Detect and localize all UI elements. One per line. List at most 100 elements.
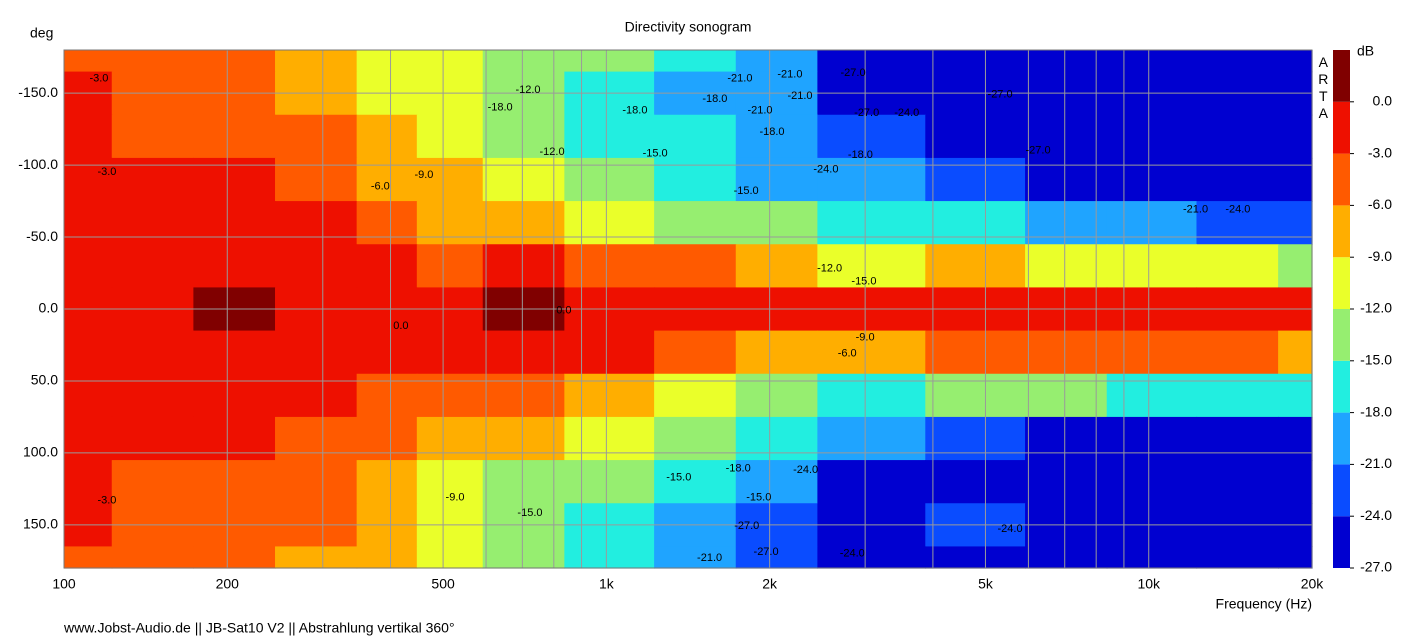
overlay: 100 200 500 1k 2k 5k 10k 20k -150.0 -100.0 -50.0 0.… <box>18 49 1392 592</box>
contour-label: -24.0 <box>813 163 838 175</box>
heatmap-cell <box>356 546 418 569</box>
heatmap-cell <box>64 50 113 73</box>
heatmap-cell <box>1278 546 1313 569</box>
contour-label: -18.0 <box>848 149 873 161</box>
heatmap-cell <box>1196 114 1279 159</box>
heatmap-cell <box>416 114 484 159</box>
heatmap-cell <box>1196 157 1279 202</box>
heatmap-cell <box>1196 330 1279 375</box>
plot-frame <box>63 49 1313 569</box>
colorbar-tick-label: -24.0 <box>1360 507 1392 523</box>
x-tick-label: 100 <box>52 576 76 592</box>
heatmap-cell <box>654 114 737 159</box>
contour-label: -15.0 <box>734 185 759 197</box>
heatmap-cell <box>111 201 194 245</box>
heatmap-cell <box>925 546 1026 569</box>
heatmap-cell <box>735 416 818 461</box>
contour-label: -24.0 <box>840 548 865 560</box>
heatmap-cell <box>817 201 926 245</box>
heatmap-cell <box>564 114 655 159</box>
heatmap-cell <box>193 546 276 569</box>
heatmap-cell <box>564 416 655 461</box>
x-tick-label: 200 <box>216 576 240 592</box>
heatmap-cell <box>1025 157 1108 202</box>
x-tick-label: 500 <box>431 576 455 592</box>
heatmap-cell <box>275 416 358 461</box>
heatmap-cell <box>1025 114 1108 159</box>
heatmap-cell <box>416 546 484 569</box>
contour-label: -27.0 <box>854 107 879 119</box>
heatmap-cell <box>1106 460 1198 504</box>
contour-label: -27.0 <box>754 546 779 558</box>
heatmap-cell <box>356 373 418 418</box>
heatmap-cell <box>64 416 113 461</box>
contour-label: -12.0 <box>515 84 540 96</box>
heatmap-cell <box>416 50 484 73</box>
heatmap-cell <box>111 114 194 159</box>
heatmap-cell <box>1278 373 1313 418</box>
contour-label: -21.0 <box>1183 204 1208 216</box>
heatmap-cell <box>735 460 818 504</box>
contour-label: -18.0 <box>488 101 513 113</box>
heatmap-cell <box>416 416 484 461</box>
heatmap-cell <box>1106 157 1198 202</box>
contour-label: -18.0 <box>702 93 727 105</box>
heatmap-cell <box>1196 244 1279 289</box>
heatmap-cell <box>111 50 194 73</box>
heatmap-cell <box>482 546 565 569</box>
heatmap-cell <box>925 114 1026 159</box>
colorbar-label: dB <box>1357 43 1374 59</box>
heatmap-cell <box>356 114 418 159</box>
heatmap-cell <box>482 201 565 245</box>
heatmap-cell <box>356 244 418 289</box>
heatmap-cell <box>817 460 926 504</box>
contour-label: -21.0 <box>697 552 722 564</box>
heatmap-cell <box>564 244 655 289</box>
heatmap-cell <box>735 546 818 569</box>
heatmap-cell <box>735 114 818 159</box>
heatmap-cell <box>564 460 655 504</box>
heatmap-cell <box>64 546 113 569</box>
watermark: ARTA <box>1315 54 1331 122</box>
contour-label: -12.0 <box>817 263 842 275</box>
colorbar-tick-label: -3.0 <box>1368 144 1392 160</box>
heatmap-cell <box>1025 460 1108 504</box>
heatmap-cell <box>356 416 418 461</box>
heatmap-cell <box>1196 460 1279 504</box>
colorbar-band <box>1333 516 1350 568</box>
heatmap-cell <box>1025 416 1108 461</box>
contour-label: -6.0 <box>371 181 390 193</box>
colorbar-band <box>1333 412 1350 465</box>
heatmap-cell <box>1025 244 1108 289</box>
contour-label: 0.0 <box>556 304 571 316</box>
contour-label: -9.0 <box>414 169 433 181</box>
heatmap-cell <box>925 50 1026 73</box>
heatmap-cell <box>654 244 737 289</box>
heatmap-cell <box>1106 114 1198 159</box>
heatmap-cell <box>275 201 358 245</box>
heatmap-cell <box>1025 546 1108 569</box>
heatmap-cell <box>356 330 418 375</box>
contour-label: -3.0 <box>97 494 116 506</box>
heatmap-cell <box>482 330 565 375</box>
heatmap-cell <box>735 330 818 375</box>
heatmap-cell <box>1025 373 1108 418</box>
colorbar-band <box>1333 257 1350 309</box>
contour-label: -27.0 <box>841 67 866 79</box>
colorbar-band <box>1333 153 1350 206</box>
colorbar-band <box>1333 309 1350 361</box>
contour-label: -27.0 <box>734 520 759 532</box>
heatmap-cell <box>735 373 818 418</box>
heatmap-cell <box>1278 460 1313 504</box>
heatmap-cell <box>1106 330 1198 375</box>
heatmap-cell <box>1106 546 1198 569</box>
contour-label: -27.0 <box>988 89 1013 101</box>
colorbar-band <box>1333 464 1350 517</box>
heatmap-cell <box>64 114 113 159</box>
heatmap-cell <box>482 460 565 504</box>
heatmap-cell <box>64 157 113 202</box>
contour-label: -6.0 <box>838 348 857 360</box>
heatmap-cell <box>64 330 113 375</box>
heatmap-cell <box>275 546 358 569</box>
heatmap-cell <box>1025 201 1108 245</box>
